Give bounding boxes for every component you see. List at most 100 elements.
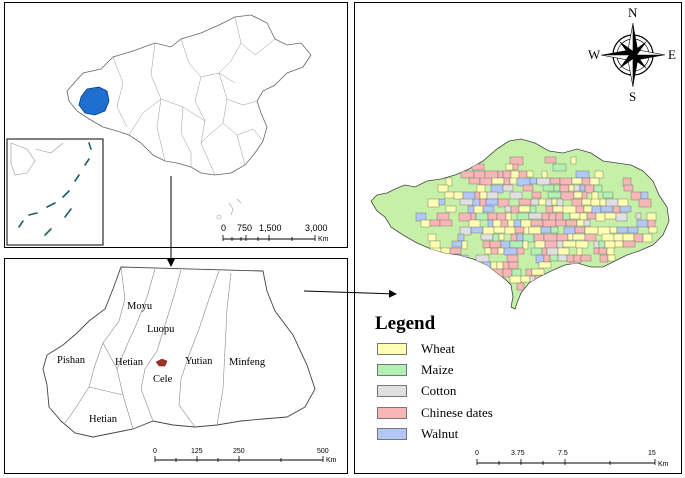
crop-field [500,219,509,229]
legend-label-walnut: Walnut [421,426,459,441]
county-label-minfeng: Minfeng [229,357,266,368]
study-scale-tick-0: 0 [475,450,479,457]
compass-rose [600,22,666,88]
crop-field [487,212,498,221]
china-scale-tick-3: 3,000 [305,223,328,233]
county-label-hetian-city: Hetian [115,357,144,368]
crop-field [518,170,528,180]
crop-field [572,233,586,241]
crop-field [460,261,468,271]
crop-field [513,219,522,228]
crop-field [552,163,567,172]
crop-field [445,177,453,187]
crop-field [578,275,591,285]
crop-field [437,184,449,193]
crop-field [531,268,545,276]
crop-field [522,240,529,250]
crop-field [458,212,472,222]
crop-field [551,198,558,206]
crop-field [461,240,468,250]
crop-field [569,261,580,269]
crop-field [502,170,512,180]
province-borders [112,16,276,176]
crop-field [531,191,542,199]
crop-field [601,233,615,242]
china-outline [66,14,312,176]
crop-field [444,254,453,262]
county-label-moyu: Moyu [127,301,153,312]
crop-field [607,254,616,262]
county-label-luopu: Luopu [147,324,175,335]
crop-field [555,268,566,278]
crop-field [470,212,477,222]
crop-field [520,219,532,229]
crop-field [606,247,615,256]
crop-field [479,198,487,208]
crop-field [453,191,464,200]
crop-field [555,219,567,227]
crop-field [584,226,599,235]
crop-field [614,240,624,248]
crop-field [594,170,604,179]
crop-field [505,212,512,222]
crop-field [576,247,583,257]
crop-field [579,184,586,192]
crop-field [504,205,512,213]
crop-field [500,240,511,250]
crop-field [642,233,653,243]
study-scale-tick-1: 3.75 [511,450,525,457]
crop-field [630,191,642,201]
crop-field [435,254,446,263]
crop-field [528,226,542,235]
crop-field [542,184,555,192]
crop-field [502,184,514,192]
crop-field [490,247,499,255]
county-label-yutian: Yutian [185,356,213,367]
crop-field [502,261,510,271]
crop-field [533,233,545,243]
crop-field [581,177,591,187]
crop-field [510,170,520,180]
crop-field [569,275,580,285]
crop-field [506,254,519,263]
hetian-prefecture-map: Moyu Luopu Pishan Hetian Cele Yutian Min… [4,258,348,474]
crop-field [617,198,629,208]
crop-field [636,254,644,264]
crop-field [523,226,530,236]
crop-field [438,198,446,206]
crop-field [552,205,564,213]
crop-field [502,268,513,278]
crop-field [599,254,609,263]
crop-field [545,205,554,214]
legend-label-maize: Maize [421,362,454,377]
crop-field [595,212,606,222]
crop-field [616,226,629,234]
study-scale-bar: 0 3.75 7.5 15 Km [475,450,669,468]
crop-field [473,170,486,180]
crop-field [510,205,520,214]
crop-field [544,240,558,250]
crop-field [622,240,636,248]
crop-field [547,191,562,199]
crop-field [459,226,472,236]
crop-field [562,205,577,215]
china-map-svg: 0 750 1,500 3,000 Km [6,14,329,246]
crop-field [543,254,551,263]
crop-field [475,254,490,263]
crop-field [565,219,578,227]
compass-west-label: W [588,47,601,62]
hetian-scale-tick-1: 125 [191,448,203,455]
crop-field [468,177,481,185]
crop-field [584,233,597,242]
crop-field [567,233,574,241]
crop-field [535,254,545,264]
crop-field [571,198,583,208]
crop-field [459,198,474,206]
crop-field [575,205,585,214]
china-scale-tick-2: 1,500 [259,223,282,233]
crop-field [541,247,548,257]
crop-field [528,212,543,220]
xinjiang-hetian-highlight [78,86,110,116]
crop-field [574,226,586,234]
crop-field [507,219,515,228]
